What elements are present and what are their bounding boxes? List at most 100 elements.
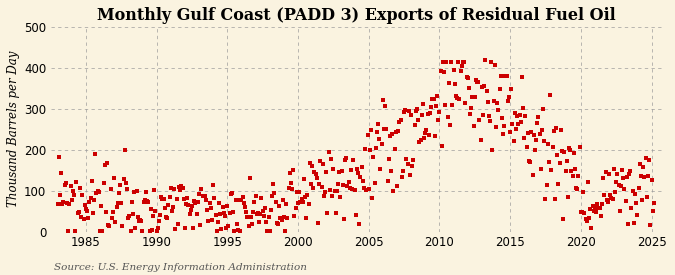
Point: [570, 167, 580, 172]
Point: [441, 59, 452, 64]
Point: [352, 167, 362, 171]
Point: [98, 180, 109, 185]
Point: [265, 208, 276, 212]
Point: [256, 196, 267, 200]
Point: [102, 161, 113, 166]
Point: [107, 216, 117, 221]
Point: [479, 84, 489, 88]
Point: [281, 202, 292, 206]
Point: [284, 170, 295, 175]
Point: [330, 211, 341, 215]
Point: [413, 118, 424, 122]
Point: [153, 219, 164, 223]
Point: [513, 122, 524, 126]
Point: [474, 118, 485, 122]
Point: [265, 229, 275, 233]
Point: [606, 196, 617, 200]
Point: [198, 194, 209, 198]
Point: [227, 210, 238, 214]
Point: [329, 189, 340, 194]
Point: [385, 169, 396, 174]
Point: [59, 183, 70, 187]
Point: [510, 126, 521, 131]
Point: [374, 137, 385, 141]
Point: [552, 153, 563, 158]
Point: [574, 145, 585, 149]
Point: [358, 178, 369, 183]
Point: [613, 183, 624, 187]
Point: [132, 214, 143, 219]
Point: [110, 219, 121, 224]
Point: [167, 208, 178, 213]
Point: [282, 216, 293, 220]
Point: [219, 214, 230, 218]
Point: [537, 128, 547, 132]
Point: [634, 162, 645, 167]
Point: [250, 194, 261, 198]
Point: [224, 211, 235, 216]
Point: [406, 113, 416, 117]
Point: [197, 194, 208, 198]
Point: [177, 186, 188, 190]
Point: [344, 180, 354, 184]
Point: [335, 194, 346, 199]
Point: [130, 226, 141, 230]
Point: [543, 142, 554, 146]
Point: [136, 219, 146, 224]
Point: [348, 158, 359, 163]
Point: [519, 136, 530, 140]
Point: [263, 215, 274, 219]
Point: [626, 205, 637, 210]
Point: [270, 200, 281, 205]
Point: [400, 108, 410, 112]
Point: [468, 124, 479, 128]
Point: [415, 137, 426, 142]
Point: [119, 148, 130, 152]
Point: [423, 133, 434, 137]
Point: [399, 109, 410, 114]
Point: [485, 119, 495, 123]
Point: [637, 197, 647, 202]
Point: [205, 201, 215, 205]
Point: [639, 174, 650, 179]
Point: [171, 197, 182, 201]
Point: [255, 212, 266, 216]
Point: [539, 139, 549, 143]
Point: [506, 87, 516, 91]
Point: [608, 197, 618, 201]
Point: [126, 200, 137, 205]
Point: [200, 194, 211, 198]
Point: [325, 188, 335, 192]
Point: [261, 219, 271, 224]
Point: [88, 211, 99, 215]
Point: [237, 195, 248, 200]
Point: [286, 181, 296, 185]
Point: [301, 216, 312, 221]
Point: [614, 209, 625, 213]
Point: [124, 214, 135, 218]
Point: [173, 185, 184, 189]
Point: [518, 106, 529, 110]
Point: [142, 199, 153, 203]
Point: [395, 118, 406, 122]
Point: [184, 211, 195, 216]
Point: [499, 124, 510, 128]
Point: [170, 227, 181, 231]
Point: [529, 148, 540, 152]
Point: [331, 188, 342, 193]
Point: [57, 202, 68, 207]
Point: [205, 206, 216, 211]
Point: [599, 193, 610, 197]
Point: [567, 174, 578, 178]
Point: [117, 224, 128, 229]
Point: [207, 218, 217, 222]
Point: [169, 187, 180, 191]
Point: [251, 211, 262, 216]
Point: [547, 144, 558, 149]
Point: [631, 201, 642, 205]
Point: [65, 184, 76, 189]
Point: [63, 229, 74, 233]
Point: [514, 113, 525, 117]
Point: [72, 211, 83, 216]
Point: [269, 191, 280, 195]
